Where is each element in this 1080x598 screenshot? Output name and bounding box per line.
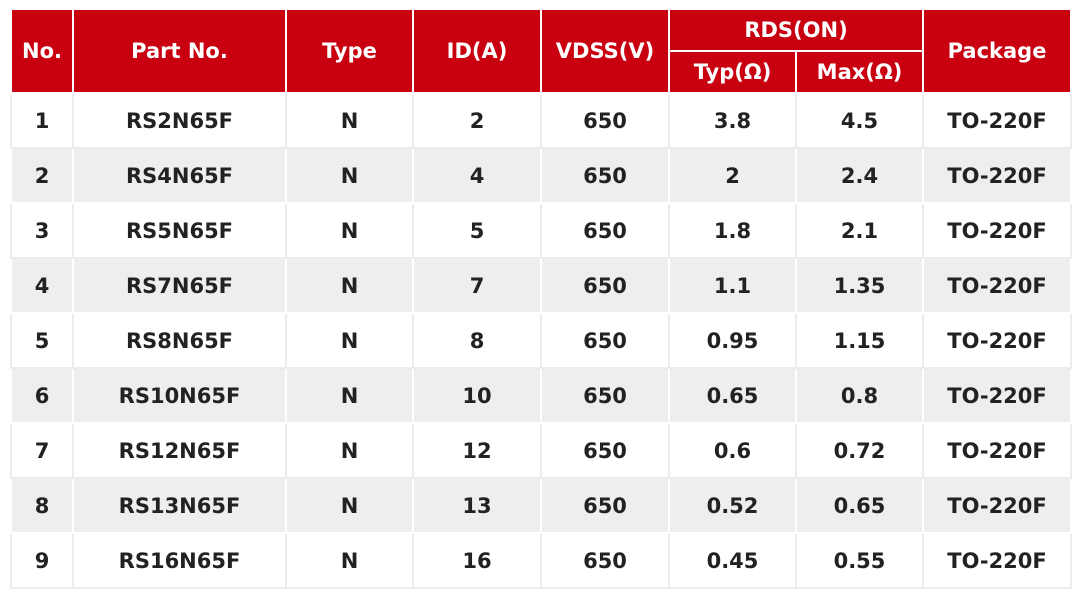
table-cell: 650 [540,477,670,534]
table-cell: 1.8 [668,202,797,259]
table-cell: 5 [10,312,74,369]
table-cell: RS13N65F [72,477,287,534]
table-cell: 5 [412,202,542,259]
table-cell: RS2N65F [72,92,287,149]
table-cell: 9 [10,532,74,589]
table-cell: 0.65 [794,477,925,534]
table-cell: 0.72 [794,422,925,479]
table-row: 5 RS8N65F N 8 650 0.95 1.15 TO-220F [10,312,1073,369]
header-row: Typ(Ω) Max(Ω) [11,50,1071,94]
table-cell: 0.65 [668,367,797,424]
table-row: 9 RS16N65F N 16 650 0.45 0.55 TO-220F [10,532,1073,589]
table-row: 3 RS5N65F N 5 650 1.8 2.1 TO-220F [10,202,1073,259]
table-cell: 650 [540,532,670,589]
table-cell: 0.95 [668,312,797,369]
table-cell: 2 [668,147,797,204]
table-cell: N [285,312,414,369]
spec-table: No. Part No. Type ID(A) VDSS(V) RDS(ON) Packag… [10,8,1073,589]
table-cell: RS10N65F [72,367,287,424]
table-cell: TO-220F [922,477,1073,534]
table-cell: 6 [10,367,74,424]
header-cell: ID(A) [412,8,542,94]
table-cell: N [285,257,414,314]
table-cell: TO-220F [922,147,1073,204]
table-cell: 650 [540,422,670,479]
table-cell: 2 [10,147,74,204]
table-cell: 10 [412,367,542,424]
table-cell: 8 [412,312,542,369]
table-cell: 2 [412,92,542,149]
table-cell: TO-220F [922,422,1073,479]
header-cell: Max(Ω) [794,50,925,94]
header-row: No. Part No. Type ID(A) VDSS(V) RDS(ON) Packag… [10,8,1073,94]
table-row: 7 RS12N65F N 12 650 0.6 0.72 TO-220F [10,422,1073,479]
table-row: 8 RS13N65F N 13 650 0.52 0.65 TO-220F [10,477,1073,534]
table-cell: TO-220F [922,532,1073,589]
table-header: No. Part No. Type ID(A) VDSS(V) RDS(ON) Packag… [10,8,1073,94]
header-cell: No. [10,8,74,94]
table-cell: N [285,147,414,204]
table-cell: RS8N65F [72,312,287,369]
table-cell: 2.4 [794,147,925,204]
table-cell: 0.6 [668,422,797,479]
table-cell: 650 [540,147,670,204]
header-cell: Type [285,8,414,94]
table-cell: N [285,532,414,589]
table-cell: N [285,477,414,534]
table-cell: 16 [412,532,542,589]
table-cell: RS16N65F [72,532,287,589]
table-cell: TO-220F [922,367,1073,424]
table-cell: N [285,422,414,479]
table-cell: N [285,92,414,149]
table-cell: 7 [412,257,542,314]
table-row: 6 RS10N65F N 10 650 0.65 0.8 TO-220F [10,367,1073,424]
table-cell: 650 [540,312,670,369]
table-cell: 0.8 [794,367,925,424]
table-row: 2 RS4N65F N 4 650 2 2.4 TO-220F [10,147,1073,204]
table-body: 1 RS2N65F N 2 650 3.8 4.5 TO-220F 2 RS4N65F N 4 650 2… [10,92,1073,589]
table-cell: 650 [540,257,670,314]
table-cell: 1.35 [794,257,925,314]
table-cell: 650 [540,92,670,149]
table-cell: 12 [412,422,542,479]
table-cell: 0.55 [794,532,925,589]
header-cell: Typ(Ω) [668,50,797,94]
header-cell: Part No. [72,8,287,94]
table-cell: 0.52 [668,477,797,534]
table-cell: 0.45 [668,532,797,589]
table-cell: RS5N65F [72,202,287,259]
table-cell: 7 [10,422,74,479]
table-cell: 8 [10,477,74,534]
table-cell: RS7N65F [72,257,287,314]
header-cell: VDSS(V) [540,8,670,94]
table-cell: 1 [10,92,74,149]
header-cell: Package [922,8,1073,94]
table-cell: TO-220F [922,312,1073,369]
table-cell: 3 [10,202,74,259]
table-cell: 1.15 [794,312,925,369]
table-cell: 4 [10,257,74,314]
table-cell: TO-220F [922,257,1073,314]
table-cell: TO-220F [922,202,1073,259]
table-row: 1 RS2N65F N 2 650 3.8 4.5 TO-220F [10,92,1073,149]
table-cell: 4.5 [794,92,925,149]
header-cell: RDS(ON) [667,8,925,52]
table-cell: TO-220F [922,92,1073,149]
table-cell: 650 [540,367,670,424]
table-cell: N [285,202,414,259]
table-row: 4 RS7N65F N 7 650 1.1 1.35 TO-220F [10,257,1073,314]
table-cell: RS12N65F [72,422,287,479]
table-cell: RS4N65F [72,147,287,204]
table-cell: N [285,367,414,424]
table-container: No. Part No. Type ID(A) VDSS(V) RDS(ON) Packag… [10,8,1073,589]
table-cell: 650 [540,202,670,259]
table-cell: 4 [412,147,542,204]
table-cell: 13 [412,477,542,534]
table-cell: 2.1 [794,202,925,259]
table-cell: 3.8 [668,92,797,149]
table-cell: 1.1 [668,257,797,314]
